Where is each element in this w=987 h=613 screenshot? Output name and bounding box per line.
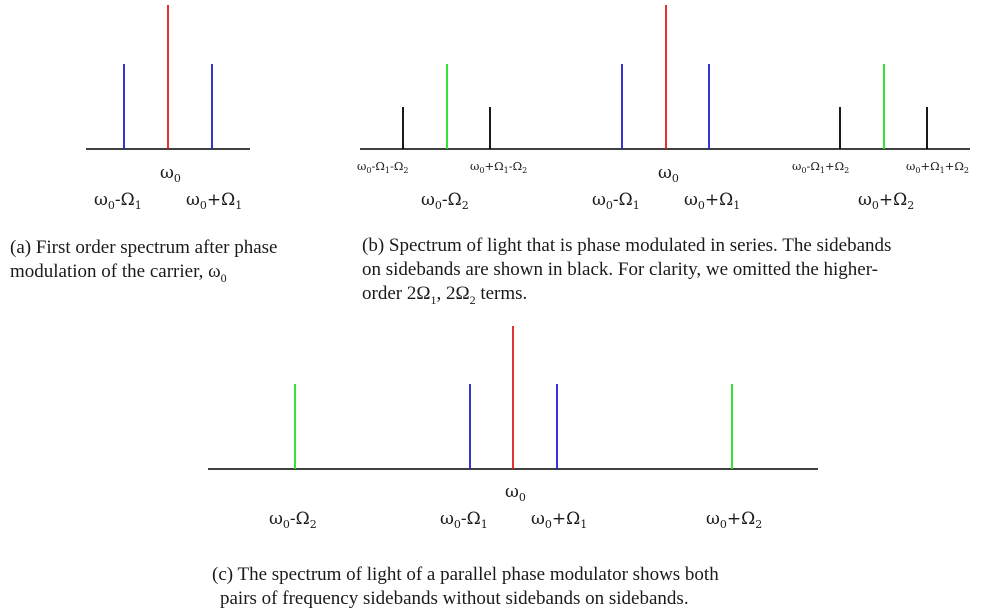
panel-b-label-lower2: ω0-Ω2 (421, 190, 469, 212)
panel-b-label-ll: ω0-Ω1-Ω2 (357, 159, 409, 175)
panel-a-caption: (a) First order spectrum after phase mod… (10, 236, 340, 284)
panel-b-caption-line-3: order 2Ω1, 2Ω2 terms. (362, 283, 528, 307)
panel-b-label-carrier: ω0 (658, 163, 679, 185)
panel-b-spectrum: ω0-Ω1-Ω2 ω0+Ω1-Ω2 ω0-Ω1+Ω2 ω0+Ω1+Ω2 ω0 ω… (357, 5, 970, 212)
panel-b-label-uu: ω0+Ω1+Ω2 (906, 159, 969, 175)
panel-b-label-ul: ω0-Ω1+Ω2 (792, 159, 849, 175)
panel-a-caption-line-2: modulation of the carrier, ω0 (10, 261, 227, 285)
panel-b-caption-line-1: (b) Spectrum of light that is phase modu… (362, 235, 892, 256)
panel-a-label-carrier: ω0 (160, 163, 181, 185)
panel-c-spectrum: ω0 ω0-Ω2 ω0-Ω1 ω0+Ω1 ω0+Ω2 (208, 326, 818, 531)
panel-b-label-upper1: ω0+Ω1 (684, 190, 740, 212)
panel-c-caption-line-2: pairs of frequency sidebands without sid… (220, 588, 689, 609)
panel-a-label-lower1: ω0-Ω1 (94, 190, 142, 212)
panel-c-label-upper2: ω0+Ω2 (706, 509, 762, 531)
panel-b-label-upper2: ω0+Ω2 (858, 190, 914, 212)
panel-b-label-lower1: ω0-Ω1 (592, 190, 640, 212)
panel-c-caption: (c) The spectrum of light of a parallel … (212, 563, 832, 611)
panel-c-label-lower1: ω0-Ω1 (440, 509, 488, 531)
panel-a-label-upper1: ω0+Ω1 (186, 190, 242, 212)
panel-c-caption-line-1: (c) The spectrum of light of a parallel … (212, 564, 719, 585)
panel-c-label-lower2: ω0-Ω2 (269, 509, 317, 531)
panel-c-label-upper1: ω0+Ω1 (531, 509, 587, 531)
panel-a-spectrum: ω0 ω0-Ω1 ω0+Ω1 (86, 5, 250, 212)
panel-b-caption-line-2: on sidebands are shown in black. For cla… (362, 259, 879, 280)
panel-c-label-carrier: ω0 (505, 482, 526, 504)
panel-a-caption-line-1: (a) First order spectrum after phase (10, 237, 278, 258)
panel-b-caption: (b) Spectrum of light that is phase modu… (362, 234, 982, 306)
panel-b-label-lu: ω0+Ω1-Ω2 (470, 159, 527, 175)
